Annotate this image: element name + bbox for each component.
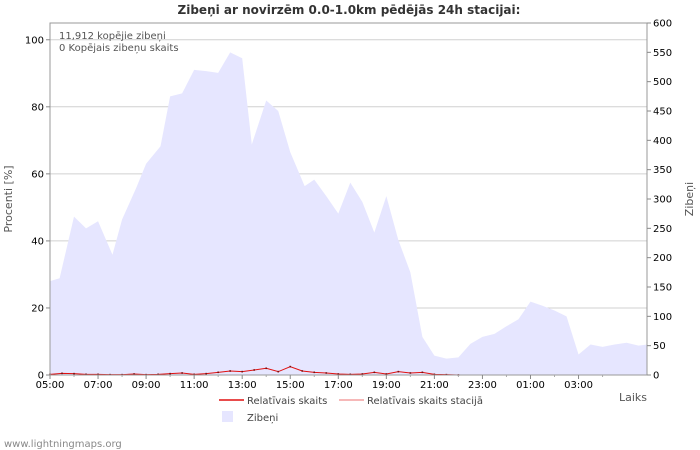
right-tick-label: 550 [653, 48, 672, 59]
x-axis-title: Laiks [619, 391, 647, 404]
series-point-relative-count [241, 370, 243, 373]
legend: Relatīvais skaits Relatīvais skaits stac… [219, 396, 483, 424]
series-point-relative-count [361, 373, 364, 375]
left-tick-label: 0 [38, 371, 44, 382]
series-point-relative-count [301, 370, 304, 372]
series-point-relative-count [229, 370, 231, 372]
x-tick-label: 11:00 [180, 380, 209, 391]
right-tick-label: 200 [653, 253, 672, 264]
series-point-relative-count [61, 372, 63, 375]
right-tick-label: 500 [653, 77, 672, 88]
left-tick-label: 80 [31, 102, 44, 113]
legend-label-relative-count: Relatīvais skaits [247, 396, 327, 407]
x-tick-label: 09:00 [132, 380, 161, 391]
right-tick-label: 600 [653, 19, 672, 30]
series-point-relative-count [349, 373, 352, 376]
x-tick-label: 05:00 [36, 380, 65, 391]
series-point-relative-count [373, 371, 376, 374]
series-point-relative-count [277, 370, 280, 373]
series-point-relative-count [217, 371, 219, 374]
right-tick-label: 350 [653, 165, 672, 176]
series-point-relative-count [325, 372, 328, 374]
x-tick-label: 19:00 [372, 380, 401, 391]
series-point-relative-count [85, 373, 87, 376]
series-point-relative-count [181, 372, 183, 374]
series-point-relative-count [409, 372, 412, 374]
series-point-relative-count [253, 369, 256, 371]
right-tick-label: 150 [653, 283, 672, 294]
right-tick-label: 400 [653, 136, 672, 147]
right-tick-label: 300 [653, 195, 672, 206]
x-tick-label: 15:00 [276, 380, 305, 391]
area-series-layer [50, 52, 647, 375]
x-tick-label: 13:00 [228, 380, 257, 391]
x-tick-label: 23:00 [468, 380, 497, 391]
series-point-relative-count [433, 373, 436, 376]
series-point-relative-count [193, 373, 195, 376]
left-tick-label: 20 [31, 303, 44, 314]
right-axis-ticks: 0 50 100 150 200 250 300 350 400 450 500 550 600 [647, 19, 672, 382]
left-tick-label: 40 [31, 236, 44, 247]
watermark: www.lightningmaps.org [4, 439, 122, 450]
left-tick-label: 60 [31, 169, 44, 180]
series-point-relative-count [337, 373, 340, 375]
x-tick-label: 17:00 [324, 380, 353, 391]
legend-label-strikes: Zibeņi [247, 413, 278, 424]
annotation-total-strikes: 11,912 kopējie zibeņi [59, 31, 166, 42]
right-tick-label: 250 [653, 224, 672, 235]
series-point-relative-count [169, 372, 171, 375]
chart-title: Zibeņi ar novirzēm 0.0-1.0km pēdējās 24h… [178, 3, 521, 17]
series-point-relative-count [313, 371, 316, 374]
series-area-strikes [50, 52, 647, 375]
legend-swatch-strikes [222, 411, 233, 422]
x-axis-ticks: 05:00 07:00 09:00 11:00 13:00 15:00 17:00 19:00… [36, 375, 604, 391]
series-point-relative-count [73, 372, 75, 375]
left-axis-ticks: 0 20 40 60 80 100 [25, 35, 50, 382]
right-tick-label: 100 [653, 312, 672, 323]
series-point-relative-count [385, 373, 388, 375]
series-point-relative-count [133, 373, 135, 375]
series-point-relative-count [397, 370, 400, 373]
series-point-relative-count [205, 372, 207, 375]
right-tick-label: 0 [653, 371, 659, 382]
right-tick-label: 450 [653, 107, 672, 118]
right-tick-label: 50 [653, 341, 666, 352]
series-point-relative-count [265, 367, 268, 370]
legend-label-relative-station: Relatīvais skaits stacijā [367, 396, 483, 407]
left-tick-label: 100 [25, 35, 44, 46]
y-axis-right-title: Zibeņi [683, 182, 696, 216]
x-tick-label: 21:00 [420, 380, 449, 391]
annotation-total-count: 0 Kopējais zibeņu skaits [59, 43, 179, 54]
series-point-relative-count [421, 371, 424, 374]
x-tick-label: 03:00 [564, 380, 593, 391]
series-point-relative-count [97, 373, 99, 376]
x-tick-label: 07:00 [84, 380, 113, 391]
series-point-relative-count [157, 373, 159, 376]
y-axis-left-title: Procenti [%] [2, 165, 15, 232]
series-point-relative-count [289, 365, 292, 368]
x-tick-label: 01:00 [516, 380, 545, 391]
